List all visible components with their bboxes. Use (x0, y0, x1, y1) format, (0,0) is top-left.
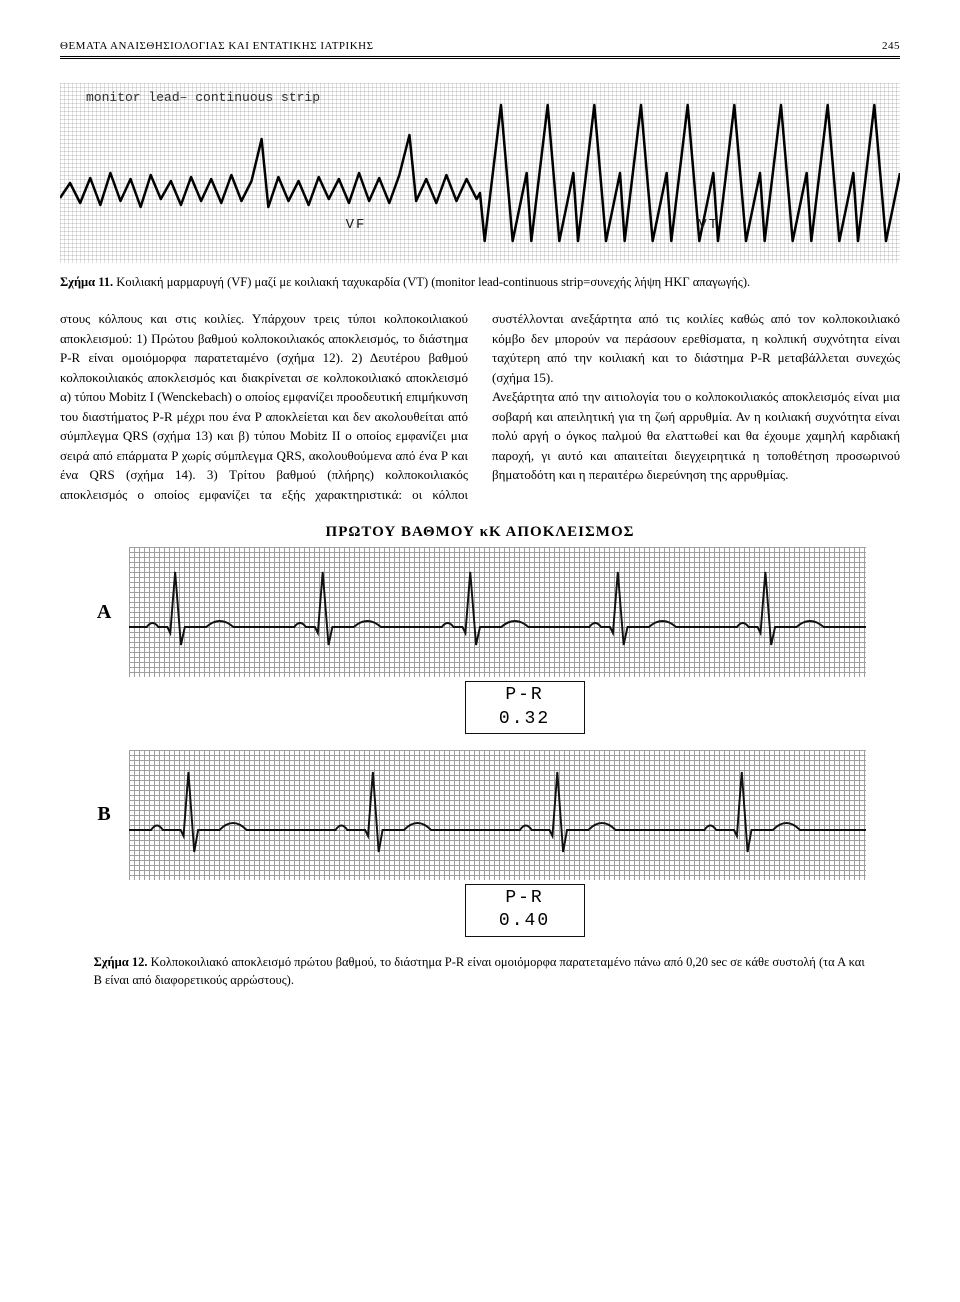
figure-11-caption-label: Σχήμα 11. (60, 275, 113, 289)
figure-11-caption: Σχήμα 11. Κοιλιακή μαρμαρυγή (VF) μαζί μ… (60, 273, 900, 291)
figure-11: monitor lead– continuous stripVFVT Σχήμα… (60, 83, 900, 291)
figure-11-grid (60, 83, 900, 263)
figure-12-trace (129, 750, 867, 880)
figure-11-strip: monitor lead– continuous stripVFVT (60, 83, 900, 263)
running-header-title: ΘΕΜΑΤΑ ΑΝΑΙΣΘΗΣΙΟΛΟΓΙΑΣ ΚΑΙ ΕΝΤΑΤΙΚΗΣ ΙΑ… (60, 40, 374, 52)
running-header-page-number: 245 (882, 40, 900, 52)
body-text: στους κόλπους και στις κοιλίες. Υπάρχουν… (60, 309, 900, 504)
figure-11-caption-text: Κοιλιακή μαρμαρυγή (VF) μαζί με κοιλιακή… (116, 275, 750, 289)
page: ΘΕΜΑΤΑ ΑΝΑΙΣΘΗΣΙΟΛΟΓΙΑΣ ΚΑΙ ΕΝΤΑΤΙΚΗΣ ΙΑ… (0, 0, 960, 1045)
figure-12: A P-R0.32 B P-R0.40 Σχήμα 12. Κολποκοιλιακό… (94, 547, 867, 989)
figure-12-row-label: A (94, 601, 115, 624)
figure-12-row: B (94, 750, 867, 880)
figure-12-caption-text: Κολποκοιλιακό αποκλεισμό πρώτου βαθμού, … (94, 955, 865, 987)
figure-12-row: A (94, 547, 867, 677)
figure-12-section-title: ΠΡΩΤΟΥ ΒΑΘΜΟΥ κΚ ΑΠΟΚΛΕΙΣΜΟΣ (60, 524, 900, 541)
figure-12-caption: Σχήμα 12. Κολποκοιλιακό αποκλεισμό πρώτο… (94, 953, 867, 989)
running-header: ΘΕΜΑΤΑ ΑΝΑΙΣΘΗΣΙΟΛΟΓΙΑΣ ΚΑΙ ΕΝΤΑΤΙΚΗΣ ΙΑ… (60, 40, 900, 59)
figure-12-pr-tag: P-R0.32 (465, 681, 585, 734)
figure-12-strips: A P-R0.32 B P-R0.40 (94, 547, 867, 937)
figure-12-strip (129, 547, 867, 677)
figure-12-pr-tag: P-R0.40 (465, 884, 585, 937)
figure-12-trace (129, 547, 867, 677)
figure-12-caption-label: Σχήμα 12. (94, 955, 148, 969)
figure-12-strip (129, 750, 867, 880)
body-text-columns: στους κόλπους και στις κοιλίες. Υπάρχουν… (60, 309, 900, 504)
figure-12-row-label: B (94, 803, 115, 826)
